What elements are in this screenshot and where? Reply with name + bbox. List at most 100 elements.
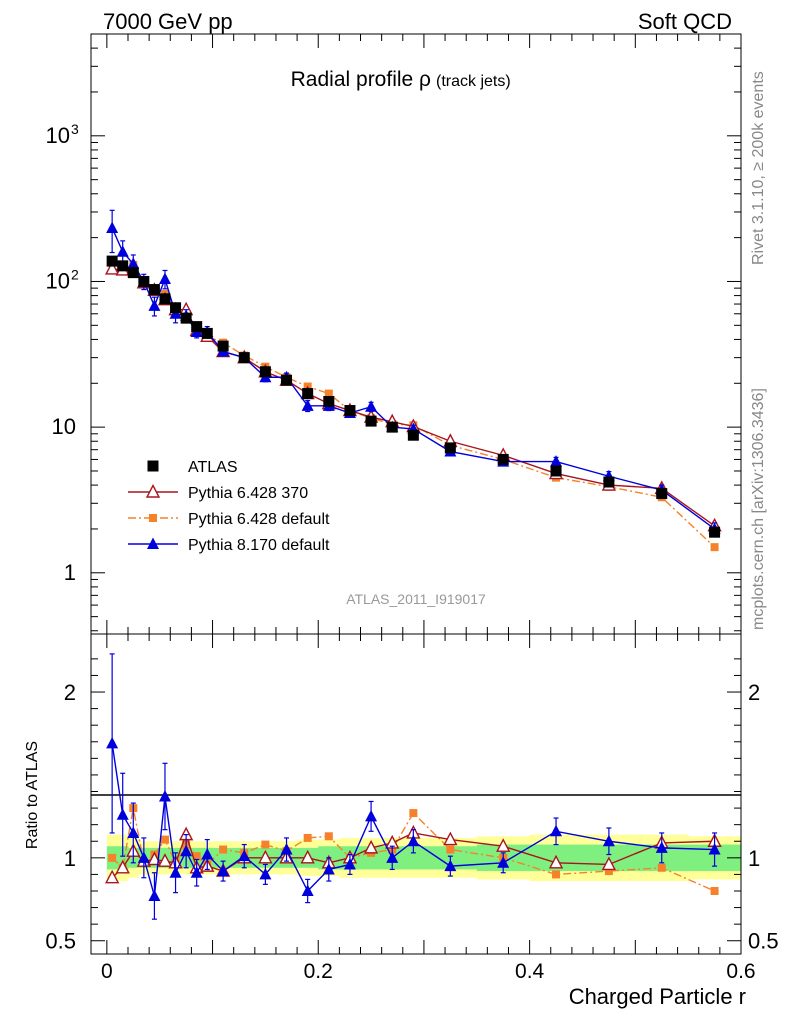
atlas-point [127,267,139,279]
stat-uncertainty-band [117,846,129,870]
ratio-pythia6-370-point [115,859,130,874]
legend-marker [147,460,159,472]
legend-label: ATLAS [188,459,238,476]
atlas-point [444,442,456,454]
pythia6-default-point [710,543,719,552]
plot-title-suffix: (track jets) [436,73,511,90]
ratio-y-tick-label: 0.5 [45,929,76,954]
ratio-pythia6-370-point [496,838,511,852]
atlas-point [603,476,615,488]
ratio-pythia8-default-point [190,866,203,878]
ratio-pythia8-default-point [497,856,510,868]
ratio-pythia6-default-point [192,852,201,861]
ratio-pythia6-default-point [303,833,312,842]
ratio-pythia8-default-point [238,849,251,862]
ratio-pythia6-370-point [548,854,564,869]
atlas-point [170,302,182,314]
pythia8-default-line [111,227,715,530]
rivet-version-label: Rivet 3.1.10, ≥ 200k events [750,71,767,265]
y-tick-label: 10 [52,414,76,439]
ratio-pythia8-default-point [343,857,356,870]
ratio-pythia8-default-point [259,867,272,880]
ratio-plot-area [104,653,722,920]
ratio-pythia6-default-point [219,845,228,854]
ratio-pythia8-default-point [708,843,721,855]
atlas-point [138,275,150,287]
ratio-pythia8-default-point [365,809,378,822]
y-tick-label: 10 [46,123,70,148]
atlas-point [148,284,160,296]
ratio-pythia8-default-point [180,844,193,857]
ratio-panel: 0.5 0.5 1 1 2 2 0 0.2 0.4 0.6 Ratio to ATLAS Cha… [24,633,779,1009]
atlas-point [407,429,419,441]
atlas-point [201,327,213,339]
ratio-pythia6-370-point [258,849,273,864]
atlas-point [550,465,562,477]
ratio-pythia8-default-point [550,824,563,837]
atlas-point [497,453,509,465]
x-tick-label: 0 [101,960,113,983]
atlas-point [386,421,398,433]
legend-label: Pythia 6.428 default [188,511,330,528]
x-tick-label: 0.4 [515,960,545,983]
y-tick-label-exponent: 2 [71,266,79,282]
atlas-point [656,488,668,500]
ratio-pythia8-default-point [137,851,150,863]
ratio-pythia8-default-point [106,736,119,749]
pythia8-default-point [116,245,129,257]
ratio-pythia6-370-point [363,839,379,854]
ratio-pythia8-default-point [148,889,161,901]
ratio-y-tick-label: 2 [64,680,76,705]
ratio-pythia8-default-point [158,789,171,802]
legend-label: Pythia 6.428 370 [188,485,308,502]
legend-label: Pythia 8.170 default [188,537,330,554]
stat-uncertainty-band [212,847,235,868]
x-tick-label: 0.6 [726,960,755,983]
x-axis-label: Charged Particle r [569,984,746,1009]
ratio-pythia8-default-point [301,884,314,896]
plot-title: Radial profile ρ [291,68,431,91]
ratio-pythia6-370-point [104,869,120,884]
ratio-pythia6-370-point [443,831,458,846]
pythia8-default-point [148,299,161,311]
ratio-pythia8-default-point [127,826,140,838]
y-tick-label: 1 [64,560,76,585]
atlas-point [238,352,250,364]
atlas-point [217,340,229,352]
ratio-pythia6-default-point [409,809,418,818]
atlas-point [365,415,377,427]
ratio-pythia6-default-point [552,870,561,879]
pythia8-default-point [106,221,119,233]
ratio-y-tick-label-right: 2 [748,680,760,705]
y-tick-label: 10 [46,268,70,293]
legend: ATLAS Pythia 6.428 370 Pythia 6.428 defaul… [128,459,330,554]
ratio-pythia8-default-point [169,866,182,878]
ratio-pythia6-370-point [157,853,173,867]
stat-uncertainty-band [402,846,425,870]
pythia6-default-line [111,260,716,548]
ratio-y-tick-label-right: 1 [748,846,760,871]
ratio-pythia6-default-point [261,840,270,849]
ratio-pythia6-default-point [604,867,613,876]
ratio-pythia8-default-point [386,851,399,863]
ratio-pythia6-370-point [300,849,315,864]
ratio-y-tick-label-right: 0.5 [748,929,779,954]
ratio-pythia6-default-point [160,835,169,844]
ratio-pythia8-default-point [407,834,420,847]
ratio-pythia6-default-point [710,886,719,895]
x-tick-labels: 0 0.2 0.4 0.6 [101,960,756,983]
ratio-pythia6-default-point [324,832,333,841]
ratio-pythia6-default-point [446,845,455,854]
pythia8-default-point [158,272,171,284]
source-label: mcplots.cern.ch [arXiv:1306.3436] [750,388,767,630]
ratio-pythia8-default-line [111,743,715,897]
atlas-point [344,405,356,417]
ratio-pythia8-default-point [201,848,214,860]
legend-marker [145,483,161,498]
ratio-axis-ticks [91,634,742,954]
ratio-y-axis-label: Ratio to ATLAS [24,741,41,849]
ratio-pythia8-default-point [602,834,615,847]
